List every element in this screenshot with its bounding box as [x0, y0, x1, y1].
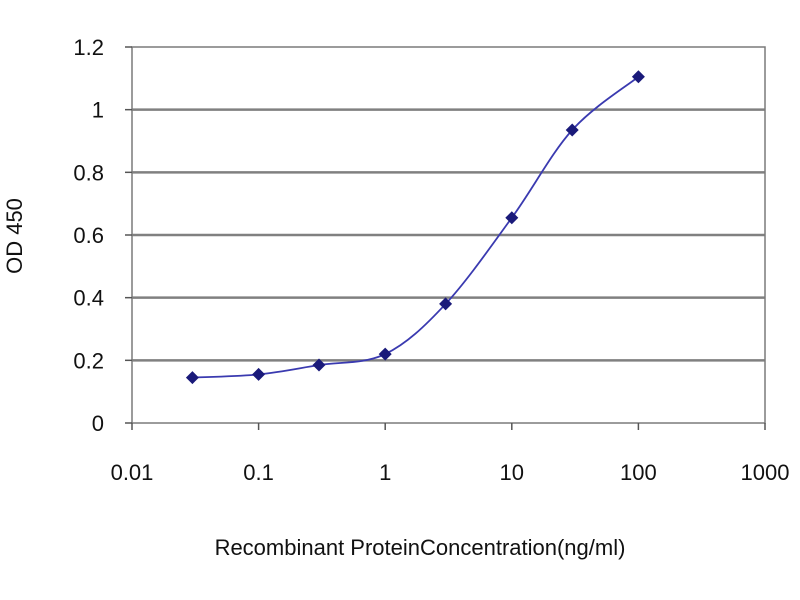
data-point [378, 347, 392, 361]
y-tick-label: 1 [92, 98, 104, 123]
series-layer [185, 70, 645, 385]
data-point [565, 123, 579, 137]
axis-ticks [125, 46, 766, 430]
series-line [192, 76, 639, 379]
x-tick-label: 100 [620, 460, 657, 485]
x-tick-label: 0.01 [111, 460, 154, 485]
data-point [505, 211, 519, 225]
data-point [631, 70, 645, 84]
y-tick-label: 0.2 [73, 348, 104, 373]
tick-labels: 0 0.2 0.4 0.6 0.8 1 1.2 0.01 0.1 1 10 100 1000 [73, 35, 789, 485]
x-tick-label: 10 [500, 460, 524, 485]
y-axis-title: OD 450 [2, 198, 27, 274]
y-tick-label: 1.2 [73, 35, 104, 60]
y-tick-label: 0.8 [73, 160, 104, 185]
data-point [439, 297, 453, 311]
y-tick-label: 0 [92, 411, 104, 436]
x-axis-title: Recombinant ProteinConcentration(ng/ml) [215, 535, 626, 560]
data-point [312, 358, 326, 372]
y-tick-label: 0.4 [73, 286, 104, 311]
data-point [252, 367, 266, 381]
gridlines [132, 108, 765, 362]
x-tick-label: 0.1 [243, 460, 274, 485]
data-point [185, 371, 199, 385]
x-tick-label: 1000 [741, 460, 790, 485]
y-tick-label: 0.6 [73, 223, 104, 248]
x-tick-label: 1 [379, 460, 391, 485]
